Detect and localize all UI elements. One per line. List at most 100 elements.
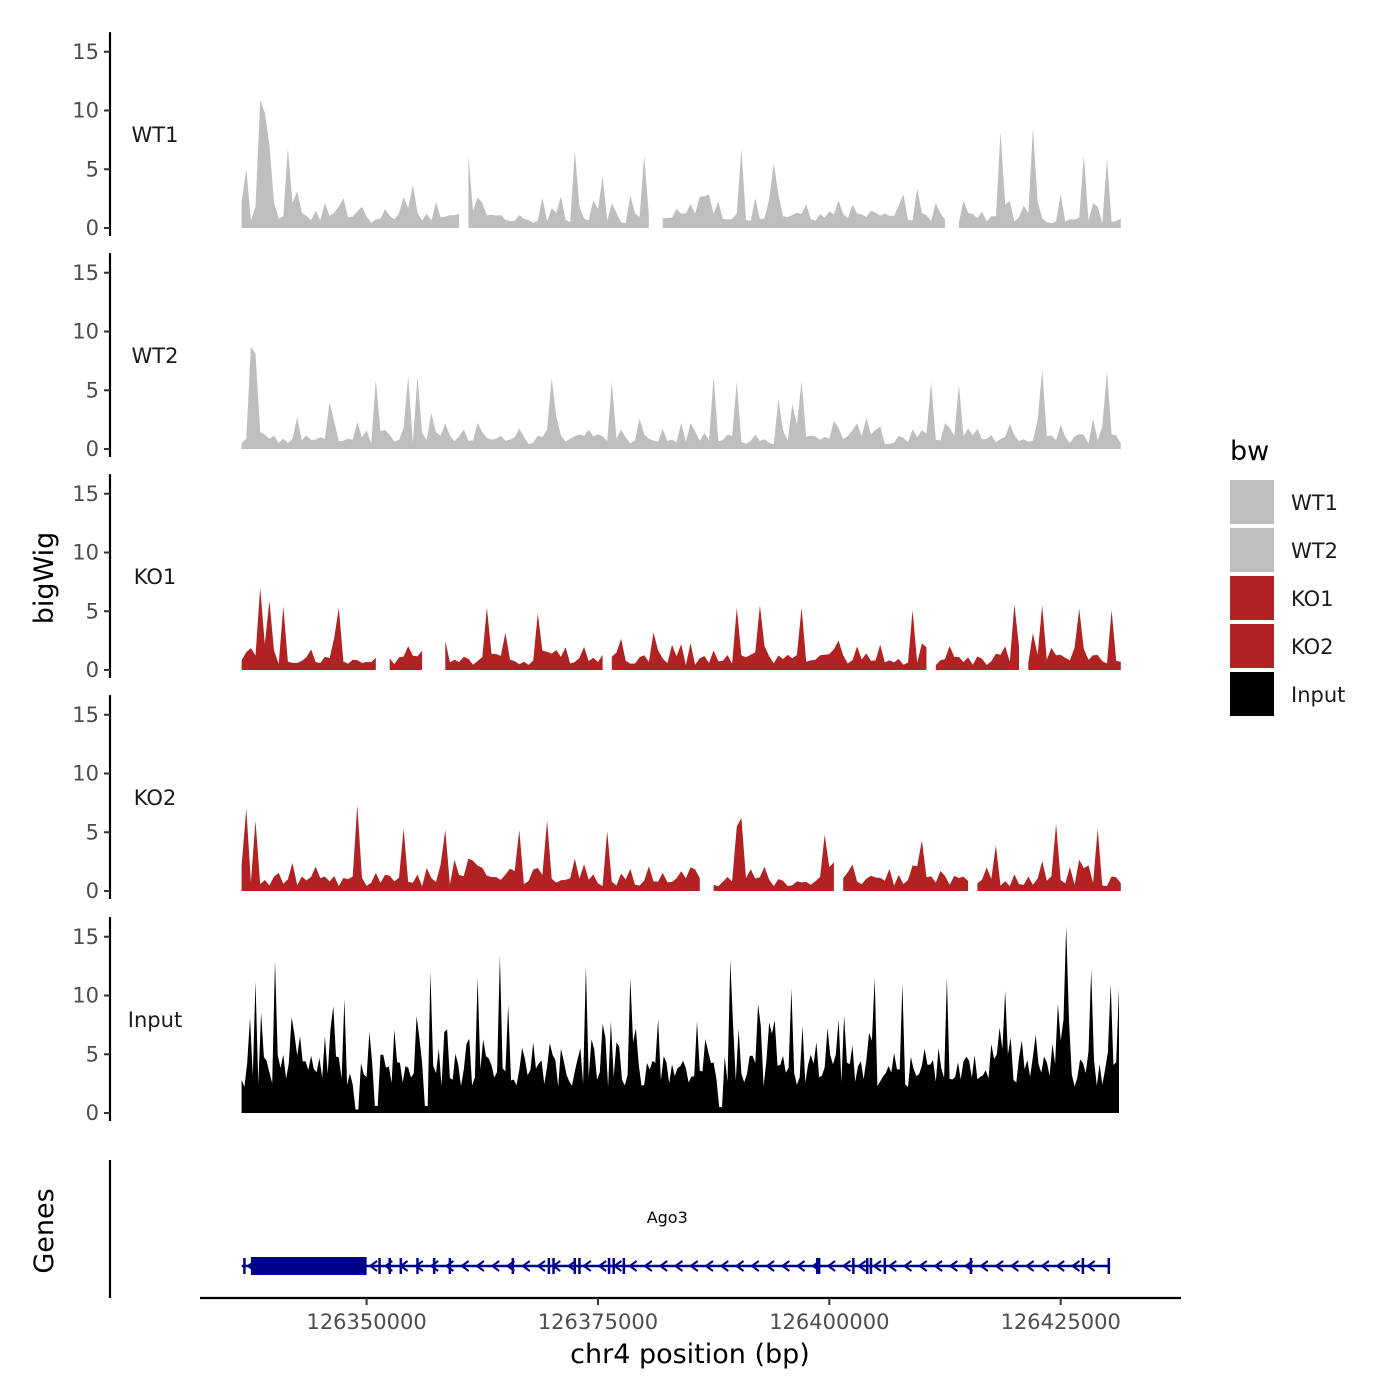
gene-strand-arrow <box>1086 1260 1096 1272</box>
gene-strand-arrow <box>918 1260 928 1272</box>
area-input-segment-0 <box>241 926 1120 1113</box>
gene-strand-arrow <box>414 1260 424 1272</box>
y-tick-label-ko2-0: 0 <box>86 879 99 903</box>
area-ko1-segment-3 <box>611 605 927 670</box>
legend-label-input: Input <box>1291 683 1345 707</box>
gene-strand-arrow <box>353 1260 363 1272</box>
x-tick-label-126375000: 126375000 <box>538 1310 658 1334</box>
gene-strand-arrow <box>734 1260 745 1272</box>
gene-strand-arrow <box>246 1260 256 1272</box>
gene-strand-arrow <box>368 1260 378 1272</box>
x-tick-label-126350000: 126350000 <box>306 1310 426 1334</box>
gene-strand-arrow <box>811 1260 821 1272</box>
gene-strand-arrow <box>505 1260 516 1272</box>
legend-label-ko2: KO2 <box>1291 635 1334 659</box>
track-label-wt1: WT1 <box>132 123 179 147</box>
gene-strand-arrow <box>627 1260 638 1272</box>
gene-strand-arrow <box>383 1260 393 1272</box>
gene-strand-arrow <box>597 1260 607 1272</box>
track-label-input: Input <box>128 1008 182 1032</box>
y-tick-label-wt2-5: 5 <box>86 378 99 402</box>
gene-strand-arrow <box>643 1260 653 1272</box>
area-ko1-segment-2 <box>445 607 603 670</box>
track-wt2: 0 5 10 15 WT2 <box>72 253 1121 461</box>
gene-strand-arrow <box>658 1260 668 1272</box>
gene-strand-arrow <box>307 1260 317 1272</box>
area-ko2-segment-1 <box>713 818 834 891</box>
track-label-wt2: WT2 <box>132 344 179 368</box>
y-tick-label-ko1-0: 0 <box>86 658 99 682</box>
gene-strand-arrow <box>337 1260 348 1272</box>
legend-swatch-ko1 <box>1230 576 1274 620</box>
y-tick-label-ko1-15: 15 <box>72 482 99 506</box>
gene-strand-arrow <box>536 1260 546 1272</box>
gene-strand-arrow <box>872 1260 882 1272</box>
legend-swatch-wt2 <box>1230 528 1274 572</box>
gene-strand-arrow <box>979 1260 989 1272</box>
gene-strand-arrow <box>429 1260 439 1272</box>
gene-strand-arrow <box>994 1260 1004 1272</box>
track-wt1: 0 5 10 15 WT1 <box>72 32 1121 240</box>
y-tick-label-ko2-15: 15 <box>72 703 99 727</box>
gene-strand-arrow <box>490 1260 500 1272</box>
y-tick-label-input-0: 0 <box>86 1101 99 1125</box>
gene-label-ago3: Ago3 <box>647 1208 688 1227</box>
gene-strand-arrow <box>322 1260 332 1272</box>
gene-strand-arrow <box>521 1260 531 1272</box>
track-label-ko2: KO2 <box>134 786 177 810</box>
area-ko2-segment-3 <box>977 824 1121 891</box>
legend-swatch-wt1 <box>1230 480 1274 524</box>
gene-strand-arrow <box>566 1260 577 1272</box>
gene-strand-arrow <box>765 1260 775 1272</box>
y-tick-label-ko2-5: 5 <box>86 820 99 844</box>
gene-strand-arrow <box>902 1260 913 1272</box>
area-wt2-segment-0 <box>241 346 1121 449</box>
area-ko1-segment-1 <box>389 646 423 670</box>
legend-label-wt2: WT2 <box>1291 539 1338 563</box>
gene-strand-arrow <box>719 1260 729 1272</box>
gene-strand-arrow <box>459 1260 470 1272</box>
gene-strand-arrow <box>291 1260 302 1272</box>
signal-tracks: 0 5 10 15 WT1 0 5 10 15 WT2 0 5 10 15 KO1 0 5 10 15 KO2 0 5 10… <box>72 32 1121 1125</box>
gene-strand-arrow <box>276 1260 287 1272</box>
y-tick-label-input-5: 5 <box>86 1042 99 1066</box>
gene-ago3: Ago3 <box>241 1208 1111 1275</box>
y-tick-label-wt2-15: 15 <box>72 261 99 285</box>
gene-strand-arrow <box>750 1260 760 1272</box>
gene-strand-arrow <box>551 1260 561 1272</box>
track-input: 0 5 10 15 Input <box>72 917 1120 1125</box>
gene-strand-arrow <box>612 1260 622 1272</box>
gene-strand-arrow <box>795 1260 806 1272</box>
x-axis-title: chr4 position (bp) <box>570 1339 810 1370</box>
legend-title: bw <box>1230 436 1269 467</box>
area-wt1-segment-3 <box>958 128 1121 228</box>
gene-strand-arrow <box>1009 1260 1020 1272</box>
area-wt1-segment-0 <box>241 99 460 229</box>
gene-strand-arrow <box>1040 1260 1050 1272</box>
area-ko2-segment-2 <box>843 840 969 891</box>
track-label-ko1: KO1 <box>134 565 177 589</box>
gene-strand-arrow <box>444 1260 454 1272</box>
x-tick-label-126425000: 126425000 <box>1001 1310 1121 1334</box>
area-wt1-segment-1 <box>468 150 649 228</box>
y-tick-label-wt1-0: 0 <box>86 216 99 240</box>
gene-strand-arrow <box>780 1260 790 1272</box>
gene-strand-arrow <box>856 1260 867 1272</box>
gene-strand-arrow <box>704 1260 714 1272</box>
gene-strand-arrow <box>933 1260 943 1272</box>
y-tick-label-wt2-10: 10 <box>72 320 99 344</box>
y-tick-label-ko1-5: 5 <box>86 599 99 623</box>
y-tick-label-ko1-10: 10 <box>72 541 99 565</box>
gene-strand-arrow <box>887 1260 897 1272</box>
gene-strand-arrow <box>261 1260 271 1272</box>
area-ko2-segment-0 <box>241 805 700 891</box>
y-tick-label-wt1-15: 15 <box>72 40 99 64</box>
y-axis-title-bigwig: bigWig <box>29 532 60 625</box>
gene-strand-arrow <box>689 1260 699 1272</box>
track-ko1: 0 5 10 15 KO1 <box>72 474 1121 682</box>
gene-track: Ago3 <box>108 1160 1111 1298</box>
y-tick-label-wt1-10: 10 <box>72 99 99 123</box>
y-tick-label-input-10: 10 <box>72 984 99 1008</box>
gene-strand-arrow <box>1055 1260 1065 1272</box>
